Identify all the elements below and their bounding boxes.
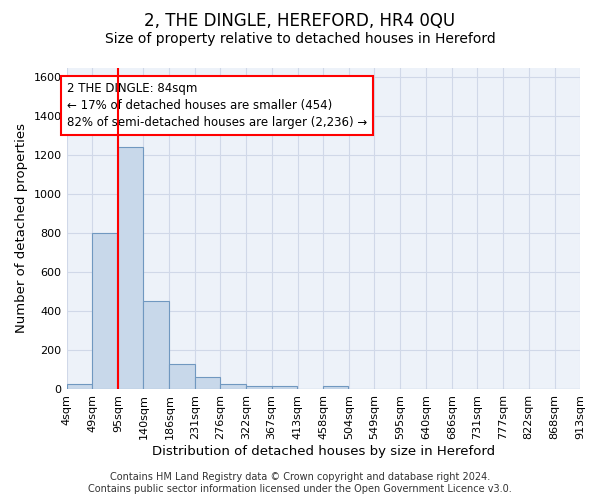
Bar [323, 386, 349, 389]
Bar [118, 148, 143, 389]
Text: 2, THE DINGLE, HEREFORD, HR4 0QU: 2, THE DINGLE, HEREFORD, HR4 0QU [145, 12, 455, 30]
Bar [169, 364, 195, 389]
X-axis label: Distribution of detached houses by size in Hereford: Distribution of detached houses by size … [152, 444, 495, 458]
Bar [92, 233, 118, 389]
Bar [246, 386, 272, 389]
Bar [220, 384, 245, 389]
Bar [143, 302, 169, 389]
Bar [67, 384, 92, 389]
Bar [195, 378, 220, 389]
Text: 2 THE DINGLE: 84sqm
← 17% of detached houses are smaller (454)
82% of semi-detac: 2 THE DINGLE: 84sqm ← 17% of detached ho… [67, 82, 367, 129]
Bar [272, 386, 297, 389]
Text: Size of property relative to detached houses in Hereford: Size of property relative to detached ho… [104, 32, 496, 46]
Text: Contains HM Land Registry data © Crown copyright and database right 2024.
Contai: Contains HM Land Registry data © Crown c… [88, 472, 512, 494]
Y-axis label: Number of detached properties: Number of detached properties [15, 123, 28, 333]
